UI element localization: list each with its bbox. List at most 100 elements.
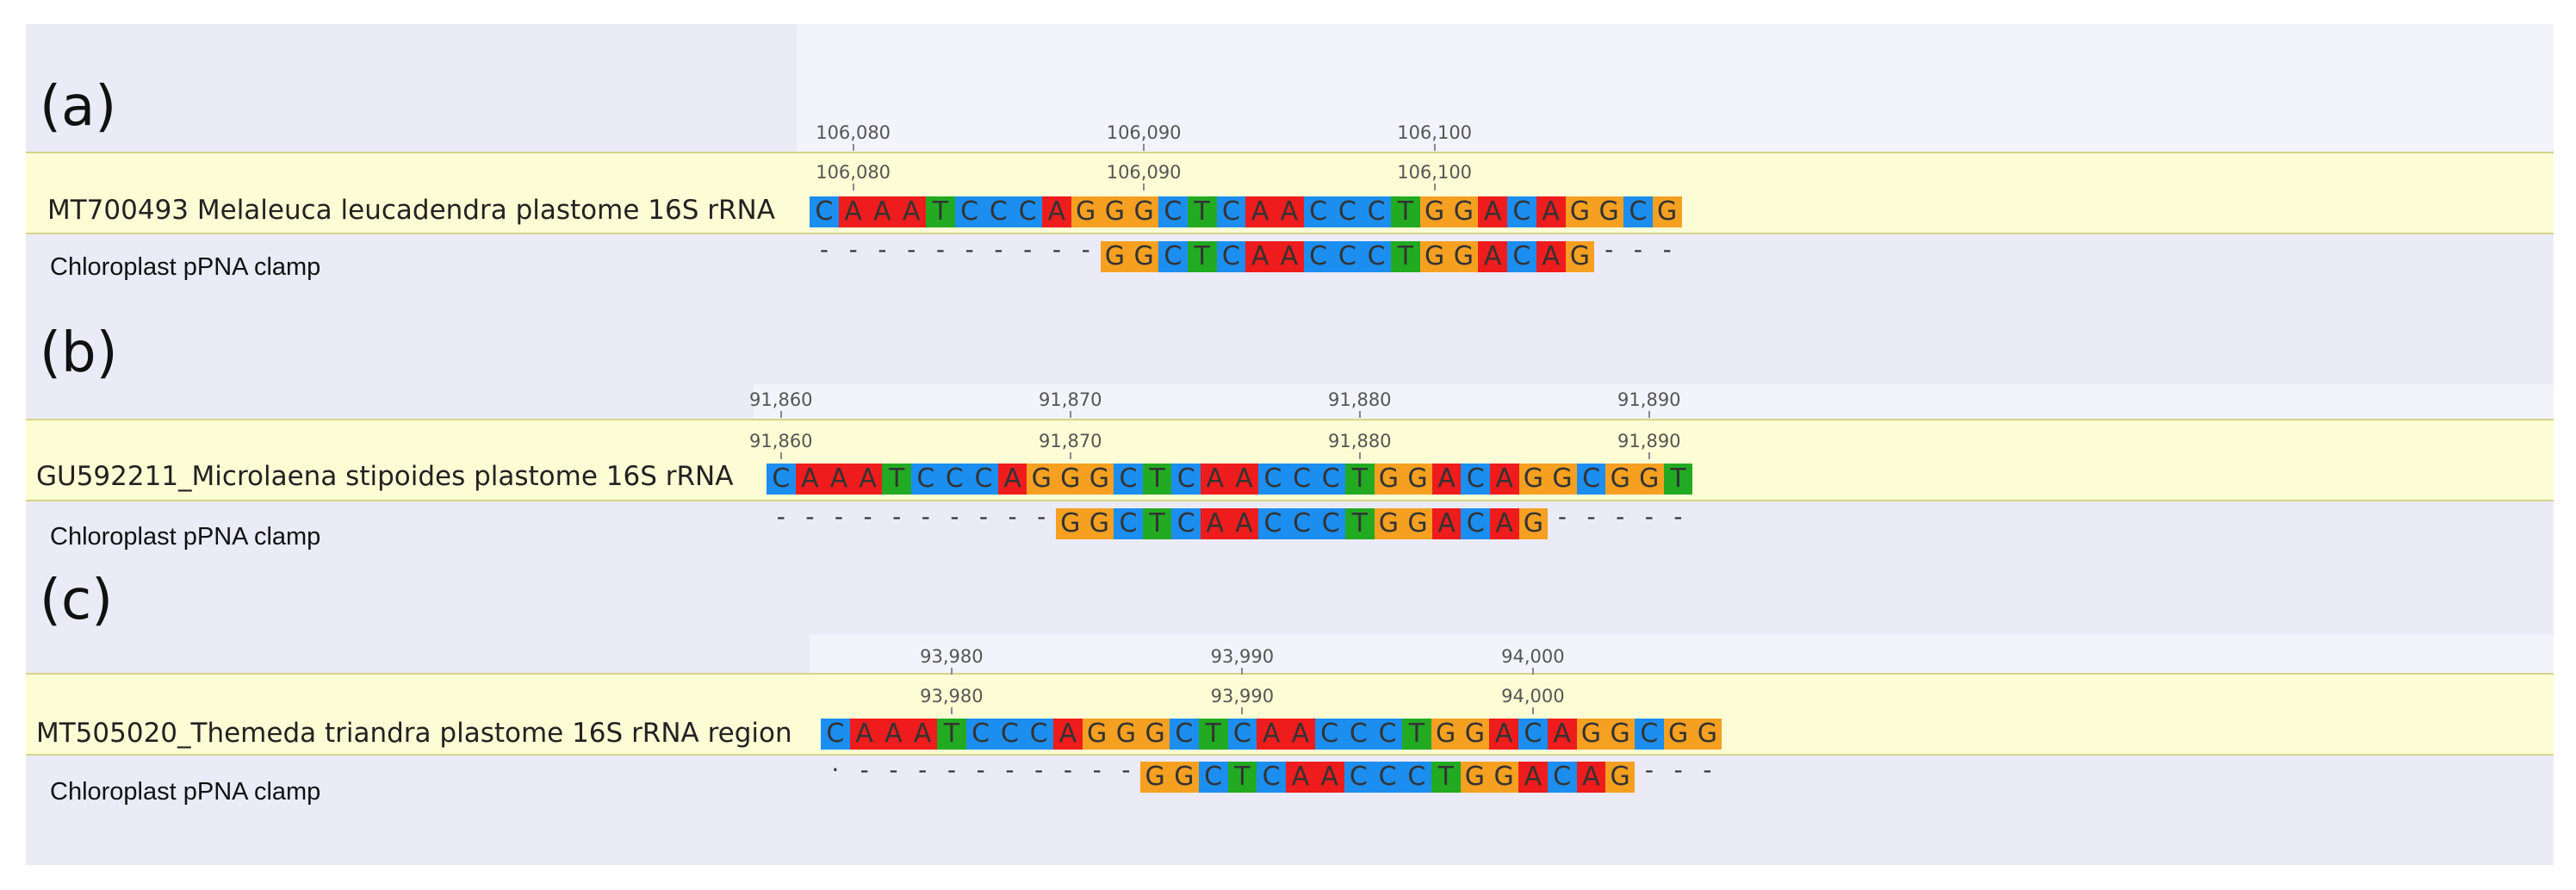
base-C: C xyxy=(1303,196,1333,227)
clamp-gap: - xyxy=(1063,756,1072,784)
base-A: A xyxy=(849,719,879,750)
clamp-base-G: G xyxy=(1129,241,1158,272)
clamp-base-A: A xyxy=(1576,762,1606,793)
clamp-gap: - xyxy=(1092,756,1102,784)
clamp-base-C: C xyxy=(1461,508,1490,539)
base-C: C xyxy=(1576,464,1606,495)
clamp-base-A: A xyxy=(1286,762,1315,793)
base-C: C xyxy=(1258,464,1288,495)
base-T: T xyxy=(926,196,955,227)
ruler-tick-label: 91,860 xyxy=(749,389,813,410)
base-G: G xyxy=(1082,719,1112,750)
sequence-name[interactable]: MT505020_Themeda triandra plastome 16S r… xyxy=(36,718,792,749)
base-G: G xyxy=(1027,464,1056,495)
clamp-base-C: C xyxy=(1257,762,1286,793)
clamp-base-G: G xyxy=(1460,762,1490,793)
base-C: C xyxy=(965,719,996,750)
clamp-base-C: C xyxy=(1171,508,1201,539)
clamp-gap: - xyxy=(1081,235,1090,264)
sequence-tick-mark xyxy=(1648,452,1650,459)
clamp-gap: - xyxy=(848,235,858,264)
clamp-base-A: A xyxy=(1490,508,1519,539)
base-G: G xyxy=(1692,719,1723,750)
clamp-base-G: G xyxy=(1056,508,1085,539)
clamp-gap: - xyxy=(776,502,785,531)
ruler-tick-label: 93,980 xyxy=(920,646,984,667)
base-C: C xyxy=(984,196,1014,227)
clamp-base-A: A xyxy=(1201,508,1230,539)
clamp-gap: - xyxy=(1008,502,1017,531)
base-G: G xyxy=(1449,196,1479,227)
clamp-gap: - xyxy=(950,502,959,531)
ruler-tick-mark xyxy=(1531,668,1534,675)
ruler-tick-label: 106,080 xyxy=(816,122,891,143)
clamp-base-A: A xyxy=(1536,241,1566,272)
ruler-tick-label: 91,890 xyxy=(1617,389,1681,410)
clamp-base-C: C xyxy=(1332,241,1362,272)
ruler-tick-mark xyxy=(1433,144,1436,151)
base-T: T xyxy=(1345,464,1375,495)
panel-label: (b) xyxy=(40,321,118,385)
ruler-tick-mark xyxy=(1358,411,1361,418)
clamp-base-T: T xyxy=(1227,762,1257,793)
base-A: A xyxy=(867,196,897,227)
panel-label: (c) xyxy=(40,569,114,632)
clamp-name[interactable]: Chloroplast pPNA clamp xyxy=(50,778,321,806)
base-G: G xyxy=(1576,719,1606,750)
clamp-gap: - xyxy=(805,502,815,531)
base-T: T xyxy=(882,464,911,495)
clamp-name[interactable]: Chloroplast pPNA clamp xyxy=(50,523,321,551)
clamp-base-C: C xyxy=(1507,241,1536,272)
clamp-gap: - xyxy=(1633,235,1642,264)
base-G: G xyxy=(1518,464,1549,495)
clamp-base-T: T xyxy=(1187,241,1217,272)
base-C: C xyxy=(1314,719,1344,750)
sequence-tick-mark xyxy=(1069,452,1071,459)
clamp-gap: - xyxy=(1644,756,1654,784)
base-G: G xyxy=(1605,464,1635,495)
base-T: T xyxy=(1402,719,1431,750)
clamp-base-C: C xyxy=(1344,762,1374,793)
ruler-tick-mark xyxy=(1069,411,1071,418)
ruler-tick-mark xyxy=(1648,411,1650,418)
base-A: A xyxy=(1042,196,1071,227)
sequence-name[interactable]: MT700493 Melaleuca leucadendra plastome … xyxy=(47,195,775,226)
clamp-base-G: G xyxy=(1518,508,1549,539)
base-A: A xyxy=(853,464,883,495)
base-A: A xyxy=(1286,719,1315,750)
clamp-base-A: A xyxy=(1518,762,1548,793)
clamp-base-G: G xyxy=(1140,762,1170,793)
base-C: C xyxy=(954,196,984,227)
clamp-gap: - xyxy=(889,756,898,784)
ruler-band xyxy=(810,634,2554,673)
clamp-base-C: C xyxy=(1362,241,1391,272)
clamp-base-C: C xyxy=(1303,241,1333,272)
base-C: C xyxy=(821,719,850,750)
sequence-tick-mark xyxy=(852,184,854,190)
clamp-gap: - xyxy=(976,756,985,784)
clamp-name[interactable]: Chloroplast pPNA clamp xyxy=(50,253,321,281)
clamp-base-C: C xyxy=(1373,762,1402,793)
base-G: G xyxy=(1635,464,1664,495)
clamp-gap: - xyxy=(1673,502,1683,531)
sequence-tick-mark xyxy=(779,452,782,459)
base-C: C xyxy=(1332,196,1362,227)
sequence-tick-mark xyxy=(1241,707,1244,714)
base-C: C xyxy=(1013,196,1042,227)
ruler-tick-label: 91,870 xyxy=(1039,389,1102,410)
base-C: C xyxy=(1171,464,1201,495)
base-C: C xyxy=(1158,196,1188,227)
clamp-base-G: G xyxy=(1170,762,1199,793)
base-G: G xyxy=(1431,719,1461,750)
base-G: G xyxy=(1663,719,1693,750)
clamp-gap: - xyxy=(935,235,945,264)
base-G: G xyxy=(1460,719,1490,750)
base-C: C xyxy=(810,196,839,227)
clamp-gap: - xyxy=(863,502,872,531)
base-T: T xyxy=(1391,196,1420,227)
sequence-tick-label: 93,980 xyxy=(920,686,984,706)
sequence-tick-label: 91,860 xyxy=(749,431,813,451)
base-T: T xyxy=(937,719,966,750)
sequence-name[interactable]: GU592211_Microlaena stipoides plastome 1… xyxy=(36,461,734,492)
